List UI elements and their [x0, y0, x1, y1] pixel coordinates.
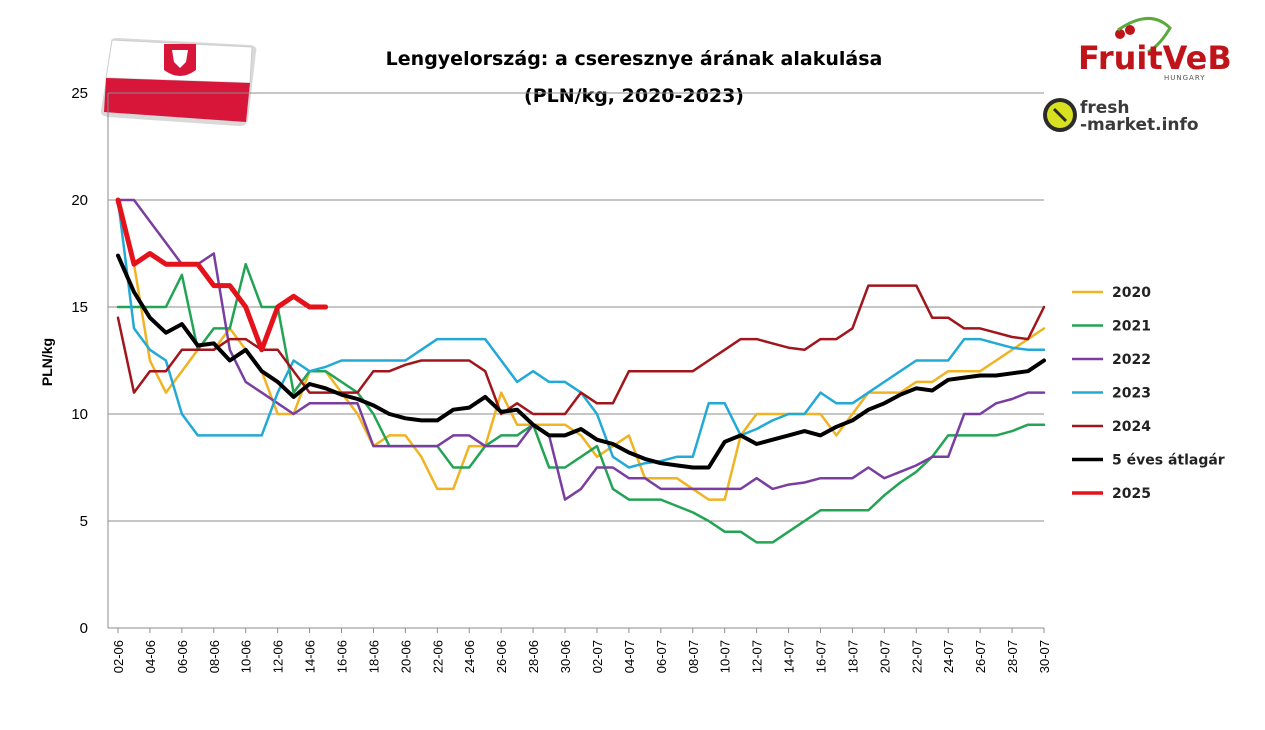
x-tick-label: 20-06	[398, 640, 413, 673]
eagle-emblem-icon	[164, 44, 196, 76]
x-tick-label: 04-07	[622, 640, 637, 673]
y-tick-label: 20	[71, 192, 88, 209]
x-tick-label: 26-06	[494, 640, 509, 673]
fruitveb-logo: FruitVeB HUNGARY	[1078, 17, 1232, 82]
legend-label: 2025	[1112, 486, 1151, 502]
x-tick-label: 02-06	[111, 640, 126, 673]
y-axis-ticks: 0 5 10 15 20 25	[71, 85, 88, 637]
y-tick-label: 10	[71, 406, 88, 423]
series-line-2024	[116, 284, 1046, 416]
chart-title: Lengyelország: a cseresznye árának alaku…	[386, 48, 883, 70]
fruitveb-logo-subtext: HUNGARY	[1164, 74, 1206, 82]
y-tick-label: 5	[80, 513, 88, 530]
x-tick-label: 16-06	[335, 640, 350, 673]
x-tick-label: 16-07	[813, 640, 828, 673]
series-line-2025	[115, 197, 329, 353]
x-tick-label: 30-07	[1037, 640, 1052, 673]
x-tick-label: 22-07	[909, 640, 924, 673]
x-tick-label: 18-07	[845, 640, 860, 673]
legend: 2020 2021 2022 2023 2024 5 éves átlagár 2025	[1072, 285, 1225, 502]
x-tick-label: 04-06	[143, 640, 158, 673]
x-tick-label: 10-07	[718, 640, 733, 673]
y-axis-label: PLN/kg	[39, 338, 55, 386]
axes	[107, 93, 1044, 629]
x-tick-label: 20-07	[877, 640, 892, 673]
y-tick-label: 15	[71, 299, 88, 316]
freshmarket-logo-line2: -market.info	[1080, 115, 1199, 135]
x-axis-ticks: 02-06 04-06 06-06 08-06 10-06 12-06 14-06 16-06…	[111, 628, 1052, 673]
legend-label: 2021	[1112, 319, 1151, 335]
grid	[108, 92, 1044, 522]
y-tick-label: 25	[71, 85, 88, 102]
freshmarket-logo: fresh -market.info	[1043, 98, 1199, 135]
x-tick-label: 14-07	[782, 640, 797, 673]
x-tick-label: 28-07	[1005, 640, 1020, 673]
x-tick-label: 18-06	[366, 640, 381, 673]
fruitveb-logo-text: FruitVeB	[1078, 39, 1232, 77]
legend-label: 5 éves átlagár	[1112, 453, 1225, 469]
legend-label: 2020	[1112, 285, 1151, 301]
series-line-2020	[116, 198, 1046, 501]
x-tick-label: 24-06	[462, 640, 477, 673]
x-tick-label: 24-07	[941, 640, 956, 673]
series-lines	[115, 197, 1046, 544]
x-tick-label: 10-06	[239, 640, 254, 673]
legend-label: 2023	[1112, 386, 1151, 402]
x-tick-label: 06-06	[175, 640, 190, 673]
x-tick-label: 26-07	[973, 640, 988, 673]
x-tick-label: 08-07	[686, 640, 701, 673]
series-line-2022	[116, 198, 1046, 501]
x-tick-label: 28-06	[526, 640, 541, 673]
legend-label: 2024	[1112, 419, 1151, 435]
x-tick-label: 14-06	[303, 640, 318, 673]
y-tick-label: 0	[80, 620, 88, 637]
x-tick-label: 02-07	[590, 640, 605, 673]
freshmarket-logo-line1: fresh	[1080, 98, 1130, 118]
x-tick-label: 08-06	[207, 640, 222, 673]
polish-flag-icon	[100, 38, 257, 127]
series-line-5-éves-átlagár	[116, 253, 1046, 470]
x-tick-label: 30-06	[558, 640, 573, 673]
chart-subtitle: (PLN/kg, 2020-2023)	[524, 85, 744, 107]
x-tick-label: 06-07	[654, 640, 669, 673]
legend-label: 2022	[1112, 352, 1151, 368]
x-tick-label: 12-07	[750, 640, 765, 673]
series-line-2021	[116, 262, 1046, 544]
x-tick-label: 22-06	[430, 640, 445, 673]
x-tick-label: 12-06	[271, 640, 286, 673]
